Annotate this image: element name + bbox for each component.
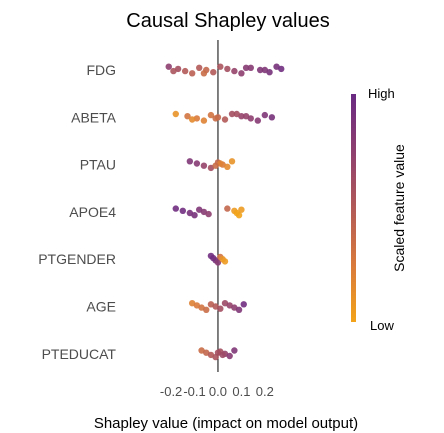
data-point [233, 110, 240, 118]
data-point [242, 113, 250, 120]
x-tick-label: 0.1 [232, 384, 250, 399]
x-tick-label: 0.2 [256, 384, 274, 399]
x-tick-label: -0.1 [183, 384, 205, 399]
feature-label: ABETA [71, 109, 117, 125]
data-point [207, 111, 215, 119]
data-point [200, 70, 208, 77]
data-point [226, 352, 233, 360]
data-point [212, 115, 219, 122]
data-point [228, 158, 236, 165]
data-point [186, 158, 194, 165]
feature-label: FDG [86, 62, 116, 78]
data-point [200, 117, 208, 124]
feature-row-pteducat: PTEDUCAT [42, 346, 238, 362]
data-point [261, 111, 269, 119]
x-axis-label: Shapley value (impact on model output) [94, 415, 358, 432]
data-point [231, 347, 238, 354]
data-point [181, 67, 189, 75]
data-point [256, 66, 264, 74]
data-point [205, 210, 212, 218]
data-point [188, 116, 196, 123]
feature-label: PTGENDER [38, 251, 116, 267]
chart-title: Causal Shapley values [126, 10, 329, 32]
feature-label: APOE4 [69, 204, 116, 220]
data-point [221, 116, 229, 123]
data-point [219, 351, 226, 359]
data-point [179, 207, 187, 214]
feature-row-ptgender: PTGENDER [38, 251, 229, 267]
data-point [238, 206, 245, 213]
legend-colorbar [351, 94, 356, 322]
data-point [224, 65, 231, 73]
data-point [172, 205, 179, 212]
feature-row-fdg: FDG [86, 62, 285, 78]
feature-row-age: AGE [86, 299, 247, 315]
data-point [228, 110, 236, 118]
data-point [235, 306, 243, 313]
x-tick-label: 0.0 [209, 384, 227, 399]
feature-row-apoe4: APOE4 [69, 204, 245, 220]
data-point [200, 162, 208, 169]
data-point [224, 163, 231, 170]
data-point [214, 259, 222, 266]
feature-label: PTEDUCAT [42, 346, 117, 362]
feature-label: PTAU [80, 157, 116, 173]
data-point [217, 63, 224, 70]
data-point [235, 212, 243, 219]
legend-low-label: Low [370, 318, 394, 333]
data-point [278, 65, 285, 73]
legend-high-label: High [368, 86, 395, 101]
x-tick-label: -0.2 [160, 384, 182, 399]
data-point [170, 67, 177, 75]
color-legend: High Low Scaled feature value [351, 86, 407, 333]
feature-row-ptau: PTAU [80, 157, 236, 173]
feature-label: AGE [86, 299, 116, 315]
data-point [165, 63, 172, 70]
data-point [221, 258, 229, 265]
data-point [184, 113, 191, 120]
data-point [254, 117, 262, 124]
data-point [193, 160, 201, 167]
data-point [240, 301, 247, 308]
data-point [261, 66, 269, 74]
data-point [268, 114, 276, 121]
data-point [231, 67, 238, 75]
data-point [196, 64, 203, 72]
data-point [203, 306, 210, 313]
legend-title: Scaled feature value [391, 144, 407, 272]
data-point [212, 162, 219, 169]
data-point [188, 70, 196, 77]
data-point [247, 64, 254, 72]
data-point [172, 110, 179, 118]
plot-area: FDG ABETA PTAU APOE4 PTGENDER AGE PTEDUCAT -0.2… [38, 40, 285, 399]
data-point [238, 70, 245, 77]
data-point [210, 69, 217, 76]
data-point [224, 205, 231, 212]
data-point [191, 212, 198, 219]
data-point [217, 305, 224, 312]
feature-row-abeta: ABETA [71, 109, 276, 125]
data-point [242, 64, 250, 72]
